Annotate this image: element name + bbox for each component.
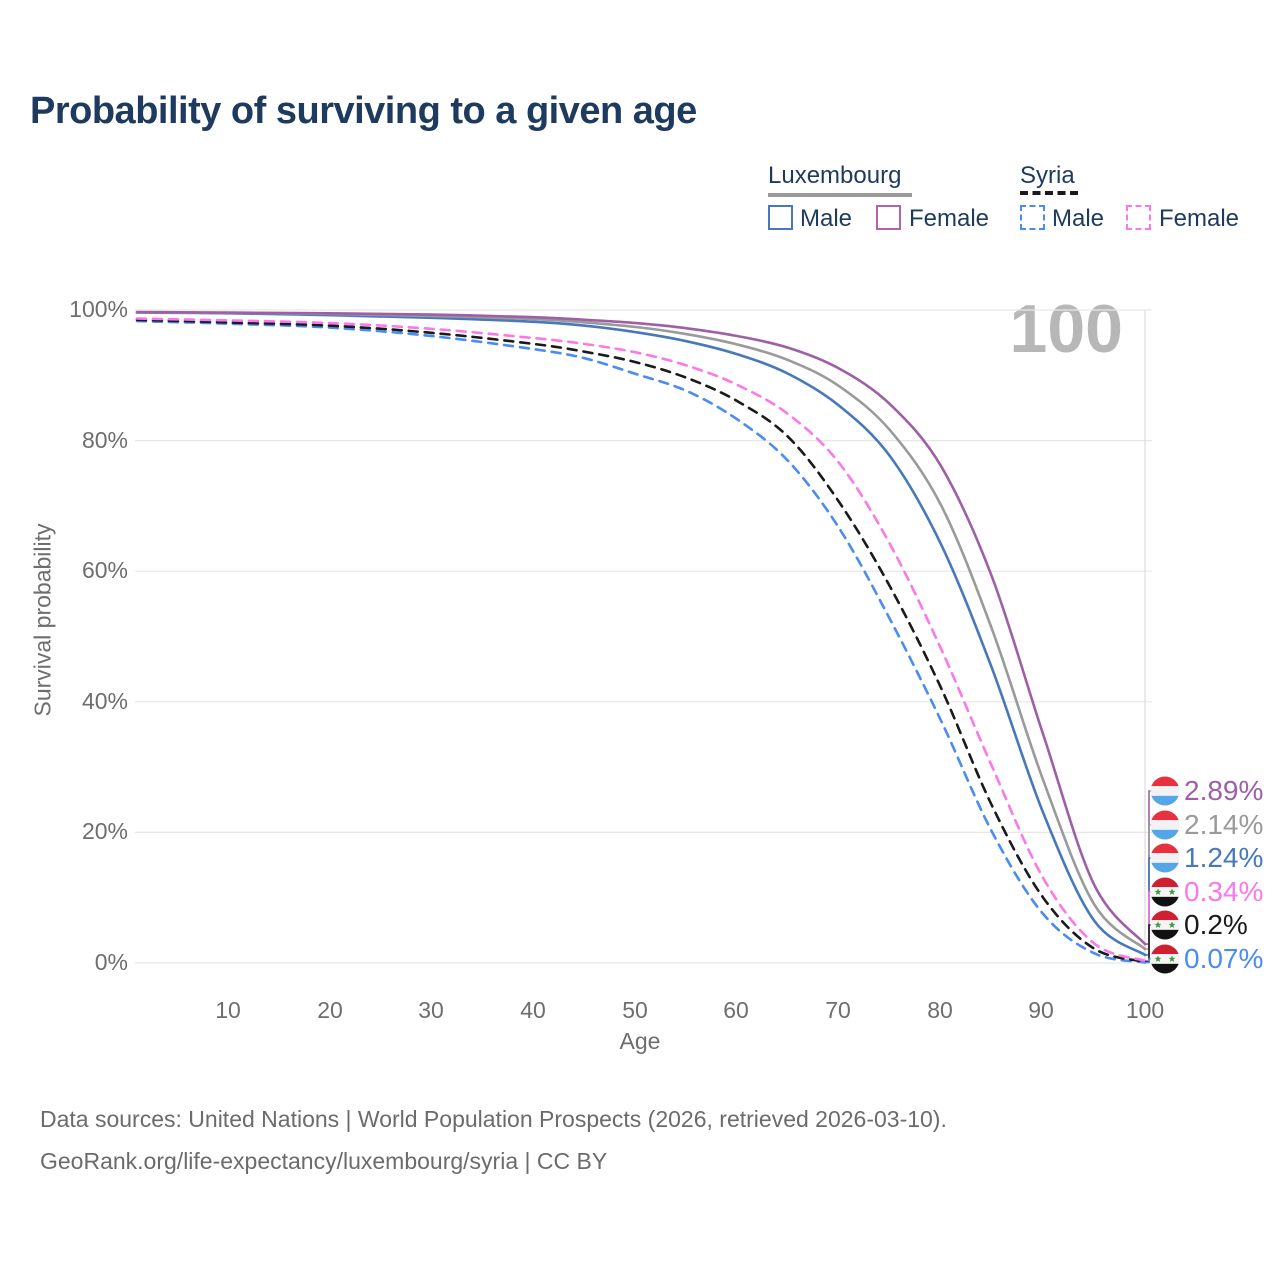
x-tick-10: 10 [215,997,241,1023]
hover-age-watermark: 100 [1009,291,1123,367]
end-connector [1145,824,1151,950]
flag-syria-icon [1150,910,1180,940]
curve-syria-female[interactable] [135,317,1147,963]
y-tick-0: 0% [94,949,128,975]
end-label-luxembourg-female: 2.89% [1184,775,1264,806]
curve-luxembourg-female[interactable] [135,310,1147,946]
x-tick-40: 40 [520,997,546,1023]
end-label-syria-male: 0.07% [1184,943,1264,974]
y-tick-80: 80% [81,427,128,453]
curve-luxembourg-combined[interactable] [135,311,1147,951]
y-axis-title: Survival probability [29,523,56,717]
flag-luxembourg-icon [1150,843,1180,873]
y-tick-20: 20% [81,818,128,844]
x-tick-30: 30 [418,997,444,1023]
end-label-syria-female: 0.34% [1184,876,1264,907]
end-label-luxembourg-combined: 2.14% [1184,809,1264,840]
x-tick-70: 70 [825,997,851,1023]
footer-attribution[interactable]: GeoRank.org/life-expectancy/luxembourg/s… [40,1148,608,1174]
legend-label-syria-female[interactable]: Female [1159,205,1240,232]
x-axis-title: Age [619,1028,661,1054]
legend-label-luxembourg-male[interactable]: Male [800,205,853,232]
footer-data-sources: Data sources: United Nations | World Pop… [40,1106,947,1132]
x-tick-80: 80 [927,997,953,1023]
curve-syria-combined[interactable] [135,318,1147,963]
legend-group-luxembourg[interactable]: Luxembourg [768,162,902,189]
flag-syria-icon [1150,944,1180,974]
legend-label-luxembourg-female[interactable]: Female [909,205,990,232]
flag-luxembourg-icon [1150,776,1180,806]
legend-swatch-syria-male-icon[interactable] [1020,205,1045,230]
legend-swatch-syria-female-icon[interactable] [1126,205,1151,230]
x-tick-60: 60 [723,997,749,1023]
x-tick-100: 100 [1125,997,1165,1023]
x-tick-50: 50 [622,997,648,1023]
flag-syria-icon [1150,877,1180,907]
y-tick-40: 40% [81,688,128,714]
curve-luxembourg-male[interactable] [135,311,1147,957]
end-connector [1145,790,1151,945]
x-tick-90: 90 [1028,997,1054,1023]
legend-label-syria-male[interactable]: Male [1052,205,1105,232]
curve-syria-male[interactable] [135,319,1147,964]
end-connector [1145,857,1151,956]
legend-swatch-luxembourg-female-icon[interactable] [876,205,901,230]
page-title: Probability of surviving to a given age [30,90,697,132]
flag-luxembourg-icon [1150,810,1180,840]
y-tick-60: 60% [81,557,128,583]
legend-group-syria[interactable]: Syria [1020,162,1075,189]
y-tick-100: 100% [69,296,128,322]
end-label-syria-combined: 0.2% [1184,909,1248,940]
legend-underline-luxembourg [768,193,912,197]
end-label-luxembourg-male: 1.24% [1184,842,1264,873]
end-connector [1145,891,1151,962]
x-tick-20: 20 [317,997,343,1023]
legend-underline-syria [1020,191,1078,195]
end-connector [1145,958,1151,964]
legend-swatch-luxembourg-male-icon[interactable] [768,205,793,230]
